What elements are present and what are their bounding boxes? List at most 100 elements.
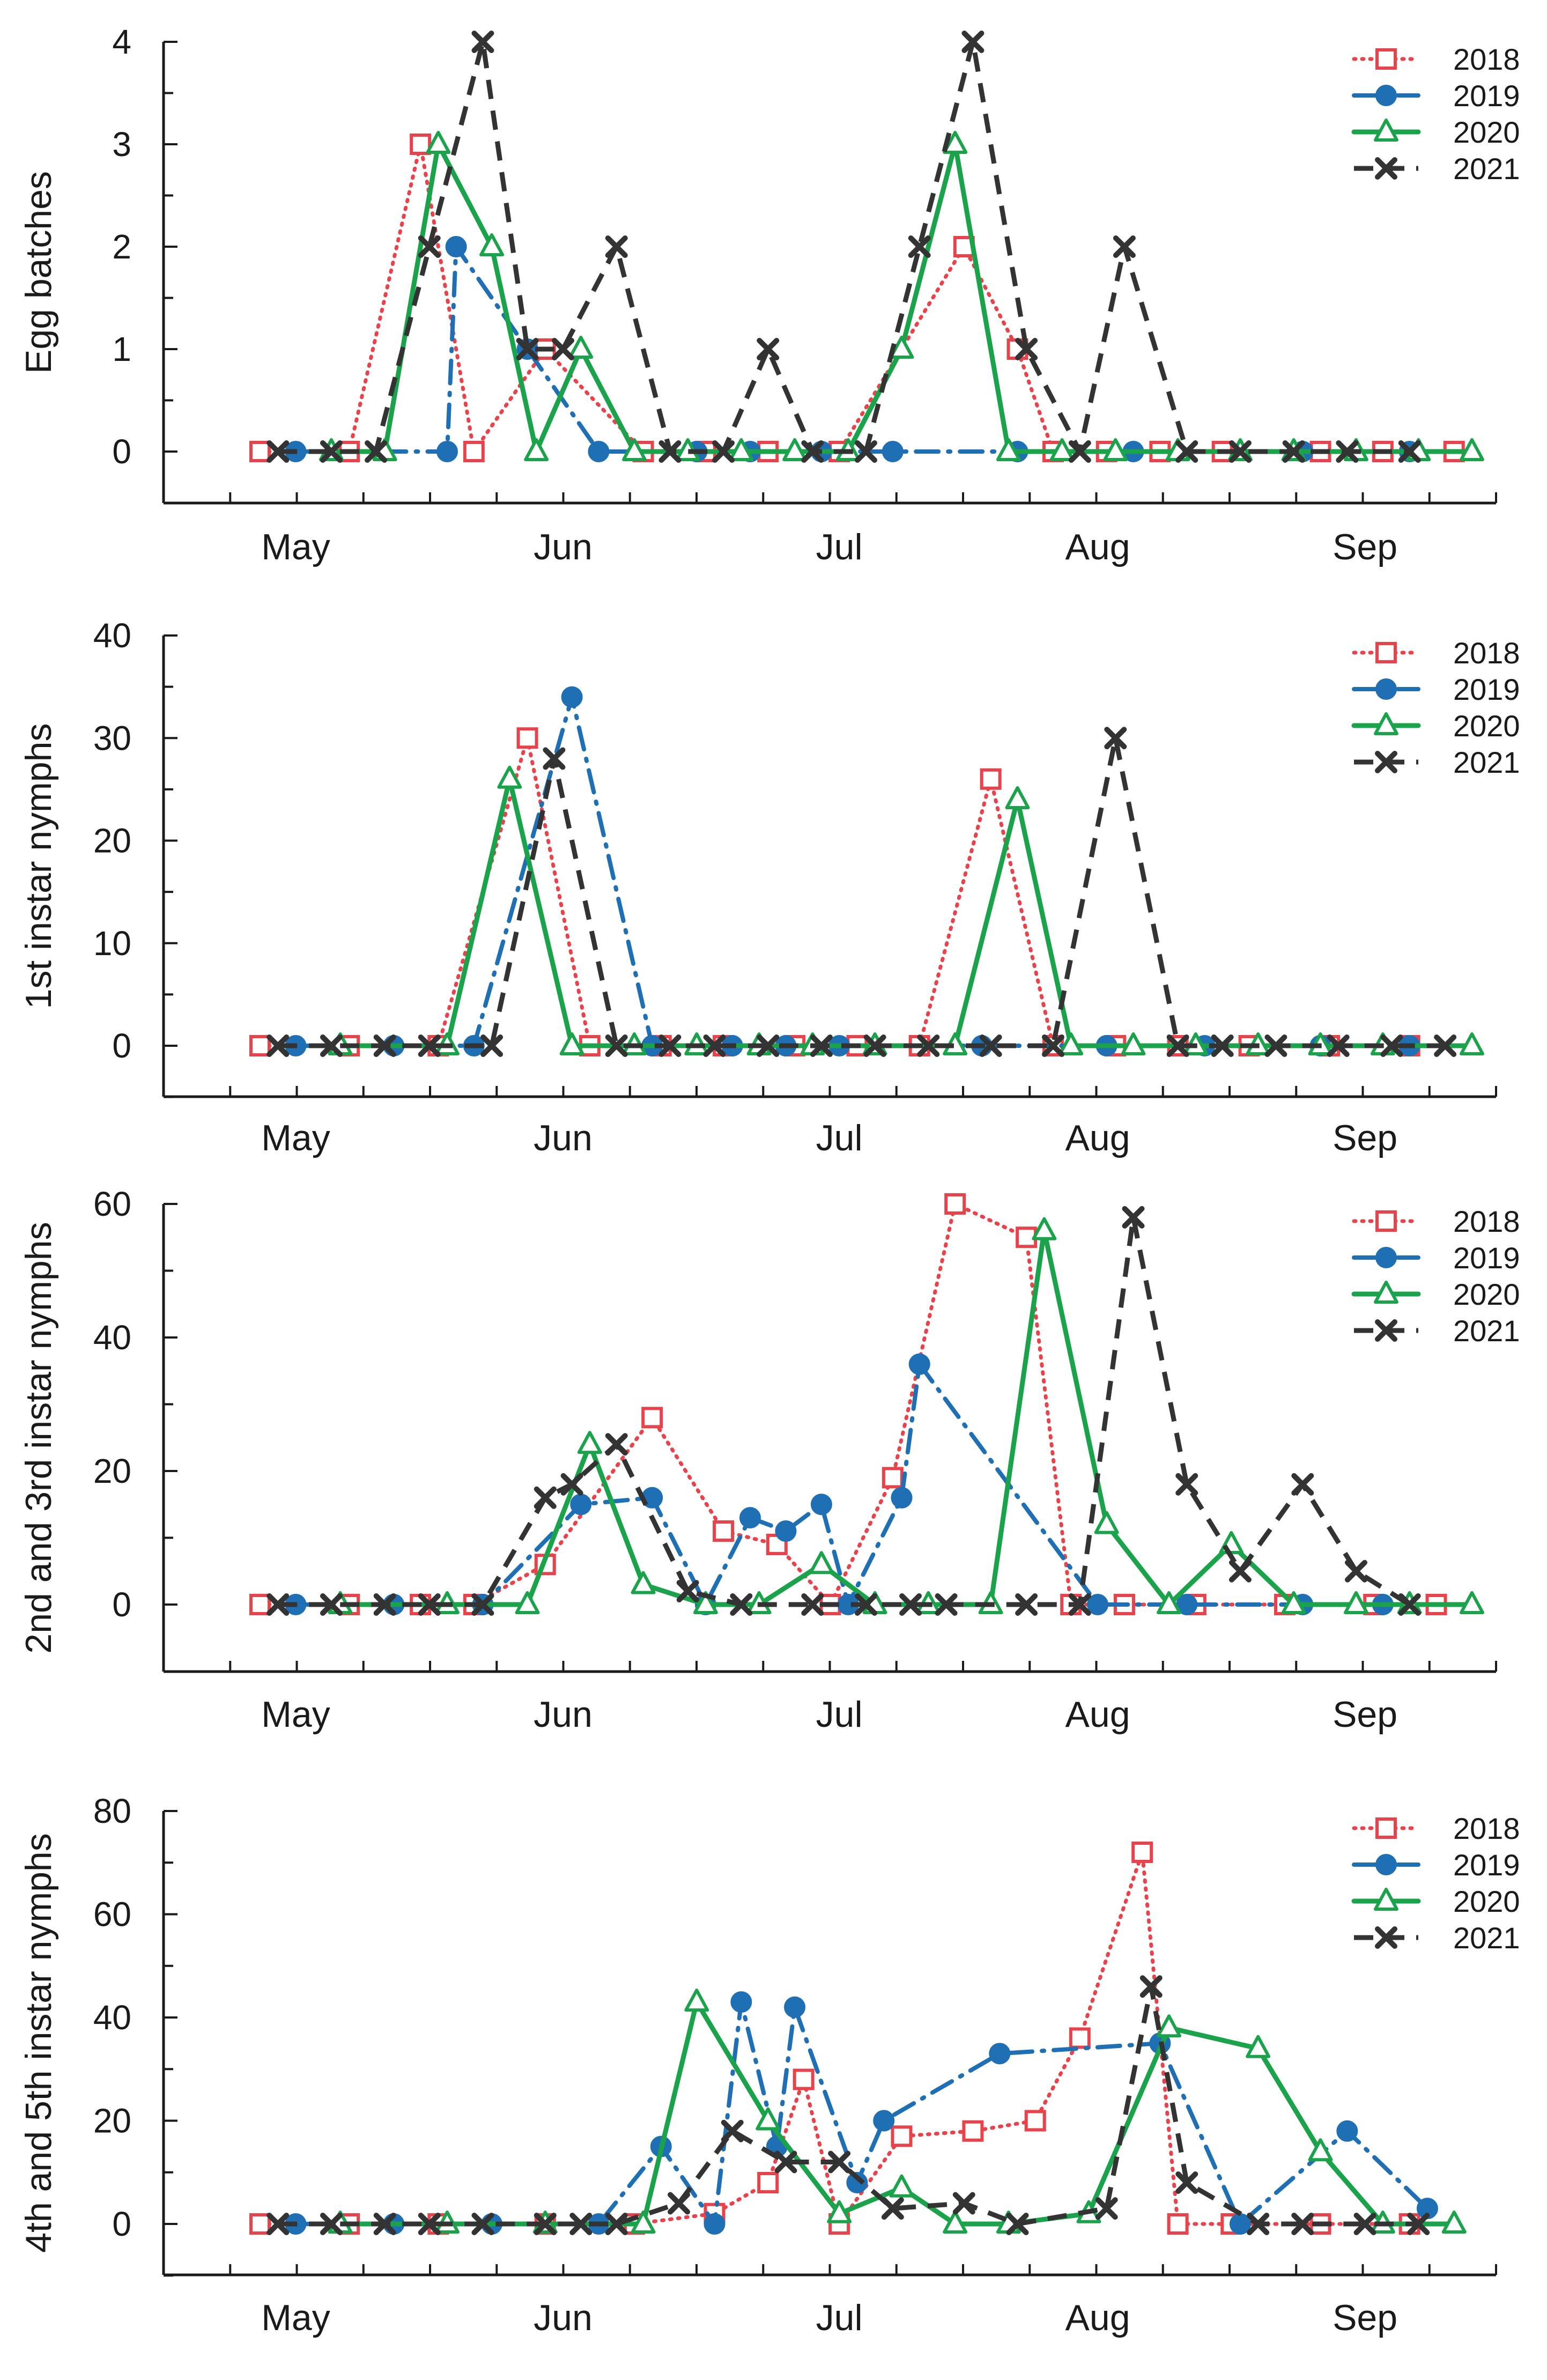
data-point-2021: [1175, 1473, 1198, 1496]
y-axis-title: 2nd and 3rd instar nymphs: [18, 1222, 59, 1653]
data-point-2019: [436, 441, 458, 462]
data-point-2021: [471, 1593, 494, 1616]
data-point-2021: [1211, 1034, 1234, 1057]
data-point-2021: [952, 2192, 975, 2215]
data-point-2020: [827, 2200, 852, 2223]
data-point-2019: [784, 1996, 806, 2018]
data-point-2018: [1131, 1842, 1153, 1863]
data-point-2021: [569, 2213, 593, 2235]
series-2021: [267, 1975, 1430, 2235]
data-point-2021: [1344, 1559, 1367, 1583]
month-label: Aug: [1065, 1694, 1130, 1735]
legend-label-2019: 2019: [1453, 79, 1520, 113]
y-axis-title: 1st instar nymphs: [18, 723, 59, 1009]
data-point-2021: [471, 2213, 494, 2235]
y-tick-label: 20: [93, 2102, 131, 2140]
legend-marker-2021: [1375, 751, 1397, 773]
legend-marker-2021: [1375, 1319, 1397, 1342]
data-point-2021: [267, 1593, 290, 1616]
data-point-2021: [774, 2150, 797, 2174]
chart-panel-3: 0 20 40 60 May Jun Jul Aug Sep 2nd and 3rd instar…: [18, 1185, 1520, 1735]
data-point-2019: [989, 2043, 1011, 2065]
legend-label-2019: 2019: [1453, 1848, 1520, 1882]
data-point-2021: [1407, 2213, 1430, 2235]
legend-label-2018: 2018: [1453, 1204, 1520, 1238]
data-point-2021: [801, 440, 824, 463]
data-point-2021: [730, 1593, 753, 1616]
data-point-2021: [899, 1593, 922, 1616]
data-point-2018: [249, 2213, 271, 2235]
y-tick-label: 40: [93, 1318, 131, 1357]
data-point-2021: [1175, 440, 1198, 463]
data-point-2021: [1353, 2213, 1376, 2235]
data-point-2018: [249, 1035, 271, 1056]
data-point-2021: [1291, 1473, 1314, 1496]
data-point-2021: [1015, 338, 1038, 360]
month-label: Jun: [534, 2297, 593, 2338]
data-point-2020: [889, 2174, 914, 2198]
y-tick-label: 40: [93, 1998, 131, 2037]
data-point-2021: [1264, 1034, 1287, 1057]
legend-marker-2018: [1375, 642, 1397, 663]
month-label: May: [261, 1694, 330, 1735]
series-2018: [249, 1842, 1420, 2235]
data-point-2019: [1087, 1594, 1109, 1615]
data-point-2021: [418, 235, 441, 258]
series-line-2018: [258, 736, 1412, 1048]
legend-label-2021: 2021: [1453, 745, 1520, 779]
legend-marker-2019: [1375, 85, 1397, 106]
data-point-2021: [979, 1034, 1002, 1057]
data-point-2018: [882, 1467, 904, 1489]
data-point-2020: [1308, 2138, 1333, 2162]
series-2019: [285, 1991, 1438, 2235]
month-label: Jun: [534, 1118, 593, 1158]
data-point-2020: [524, 438, 549, 461]
data-point-2021: [267, 2213, 290, 2235]
legend-label-2018: 2018: [1453, 42, 1520, 76]
data-point-2021: [373, 2213, 396, 2235]
data-point-2020: [631, 1571, 656, 1594]
y-tick-label: 2: [112, 227, 131, 266]
series-2021: [267, 1206, 1421, 1616]
legend-label-2020: 2020: [1453, 1884, 1520, 1918]
data-point-2018: [641, 1407, 663, 1429]
data-point-2020: [1121, 1032, 1146, 1055]
data-point-2021: [1166, 1034, 1189, 1057]
data-point-2019: [908, 1353, 930, 1375]
data-point-2019: [730, 1991, 752, 2013]
legend-label-2021: 2021: [1453, 1314, 1520, 1348]
series-2018: [249, 727, 1420, 1056]
series-line-2019: [293, 245, 1412, 454]
series-line-2019: [293, 694, 1412, 1048]
y-tick-label: 80: [93, 1792, 131, 1830]
data-point-2021: [757, 1034, 780, 1057]
data-point-2021: [1068, 1593, 1091, 1616]
y-tick-label: 0: [112, 1026, 131, 1065]
data-point-2018: [463, 441, 485, 462]
y-tick-label: 30: [93, 719, 131, 757]
data-point-2021: [1006, 2213, 1029, 2235]
legend-label-2018: 2018: [1453, 1812, 1520, 1845]
legend-label-2019: 2019: [1453, 1241, 1520, 1275]
data-point-2021: [1247, 2213, 1270, 2235]
y-tick-label: 20: [93, 822, 131, 860]
legend-label-2020: 2020: [1453, 1277, 1520, 1311]
y-tick-label: 60: [93, 1895, 131, 1934]
data-point-2021: [1175, 2171, 1198, 2194]
data-point-2021: [757, 338, 780, 360]
data-point-2018: [944, 1193, 966, 1215]
data-point-2019: [1336, 2120, 1358, 2142]
y-tick-label: 20: [93, 1452, 131, 1490]
data-point-2021: [1282, 440, 1305, 463]
series-2021: [267, 31, 1421, 463]
month-label: Jul: [816, 1118, 863, 1158]
data-point-2021: [658, 1034, 682, 1057]
month-label: May: [261, 1118, 330, 1158]
data-point-2019: [570, 1494, 592, 1516]
data-point-2018: [516, 727, 538, 749]
data-point-2018: [1167, 2213, 1189, 2235]
data-point-2020: [729, 438, 754, 461]
series-2020: [328, 765, 1484, 1055]
legend-label-2021: 2021: [1453, 1921, 1520, 1955]
